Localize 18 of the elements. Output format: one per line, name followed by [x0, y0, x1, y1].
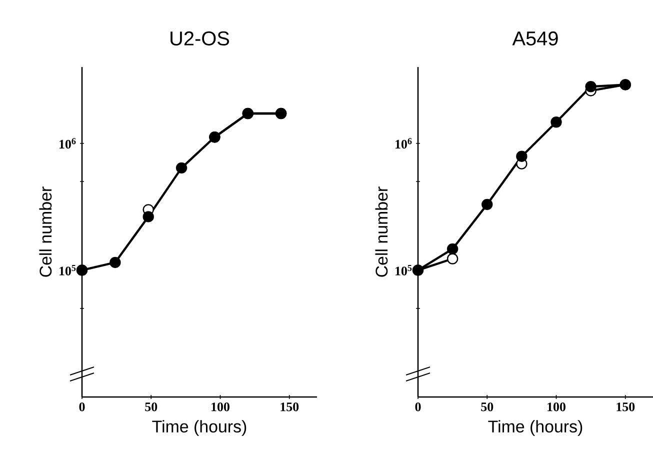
- y-tick-label: 10$^{5}$: [396, 264, 412, 276]
- x-axis-title: Time (hours): [152, 420, 246, 436]
- x-axis-title: Time (hours): [488, 420, 582, 436]
- x-tick-label: 150: [616, 402, 635, 412]
- x-tick-label: 50: [145, 402, 158, 412]
- chart-title: U2-OS: [170, 31, 230, 46]
- y-tick-label: 10$^{6}$: [60, 138, 76, 149]
- x-tick-label: 100: [212, 402, 230, 412]
- x-tick-label: 50: [481, 402, 494, 412]
- x-tick-label: 0: [415, 402, 421, 412]
- x-tick-label: 0: [79, 402, 85, 412]
- x-tick-label: 150: [280, 402, 299, 412]
- y-tick-label: 10$^{5}$: [60, 264, 76, 276]
- chart-title: A549: [512, 31, 558, 46]
- x-tick-label: 100: [548, 402, 566, 412]
- y-axis-title: Cell number: [39, 186, 52, 277]
- y-axis-title: Cell number: [375, 186, 388, 277]
- y-tick-label: 10$^{6}$: [396, 138, 412, 149]
